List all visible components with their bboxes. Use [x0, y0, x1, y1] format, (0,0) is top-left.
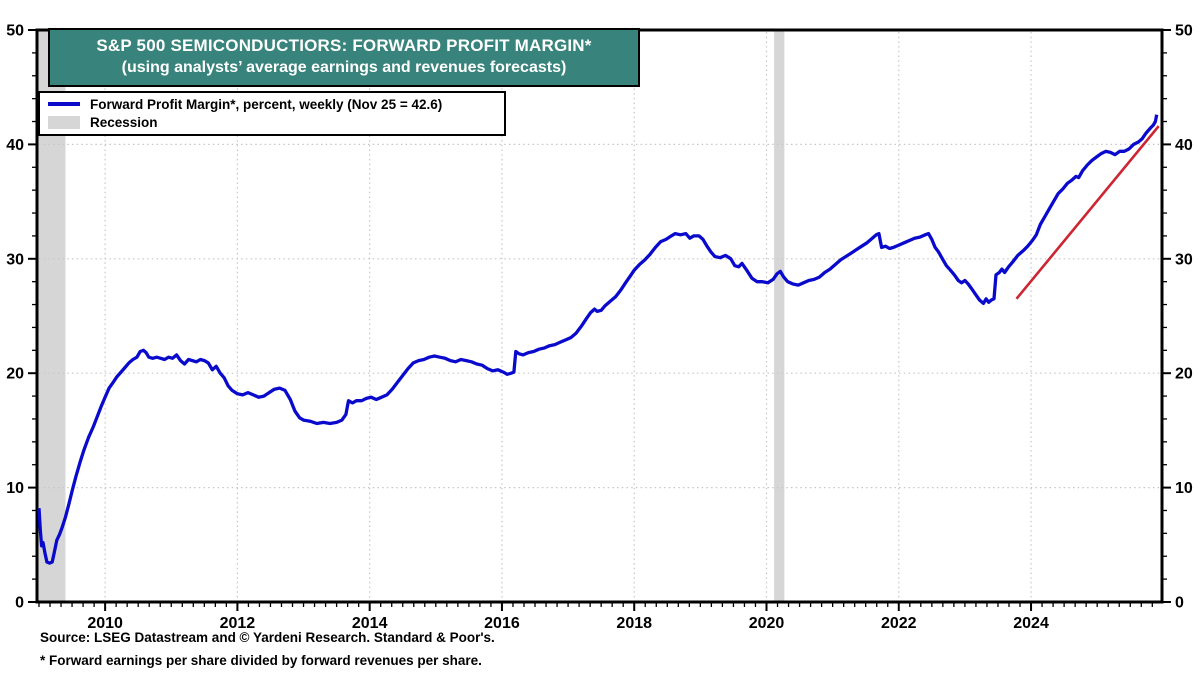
y-tick-label-right: 30	[1175, 251, 1193, 268]
chart-subtitle: (using analysts’ average earnings and re…	[121, 58, 567, 76]
legend: Forward Profit Margin*, percent, weekly …	[38, 91, 506, 136]
y-tick-label-right: 10	[1175, 480, 1193, 497]
y-tick-label-left: 50	[6, 23, 24, 40]
y-tick-label-left: 40	[6, 137, 24, 154]
x-axis: 2010 2012 2014 2016 2018 2020 2022 2024	[38, 602, 1153, 632]
x-tick-label: 2022	[881, 615, 917, 632]
x-tick-label: 2010	[87, 615, 123, 632]
y-tick-label-left: 30	[6, 251, 24, 268]
x-tick-label: 2016	[484, 615, 520, 632]
series-line-swatch-wrap	[48, 102, 90, 106]
footnote-text: * Forward earnings per share divided by …	[40, 653, 482, 668]
x-tick-label: 2012	[220, 615, 256, 632]
y-tick-label-right: 0	[1175, 595, 1184, 612]
y-tick-label-right: 40	[1175, 137, 1193, 154]
x-tick-label: 2020	[749, 615, 785, 632]
chart-title: S&P 500 SEMICONDUCTIORS: FORWARD PROFIT …	[96, 36, 592, 55]
recession-legend-label: Recession	[90, 114, 158, 130]
x-tick-label: 2024	[1013, 615, 1049, 632]
y-tick-label-right: 50	[1175, 23, 1193, 40]
profit-margin-line	[37, 114, 1159, 565]
x-tick-label: 2018	[616, 615, 652, 632]
recession-swatch-wrap	[48, 115, 90, 129]
source-text: Source: LSEG Datastream and © Yardeni Re…	[40, 630, 495, 645]
recession-band	[774, 31, 785, 601]
y-tick-label-left: 20	[6, 366, 24, 383]
series-legend-label: Forward Profit Margin*, percent, weekly …	[90, 96, 443, 112]
y-tick-label-left: 10	[6, 480, 24, 497]
y-tick-label-right: 20	[1175, 366, 1193, 383]
trend-line	[1015, 125, 1160, 300]
legend-row-series: Forward Profit Margin*, percent, weekly …	[48, 95, 498, 113]
x-tick-label: 2014	[352, 615, 388, 632]
legend-row-recession: Recession	[48, 113, 498, 131]
recession-swatch	[48, 115, 80, 129]
series-line-swatch	[48, 102, 80, 106]
y-tick-label-left: 0	[15, 595, 24, 612]
chart-title-box: S&P 500 SEMICONDUCTIORS: FORWARD PROFIT …	[48, 28, 640, 87]
